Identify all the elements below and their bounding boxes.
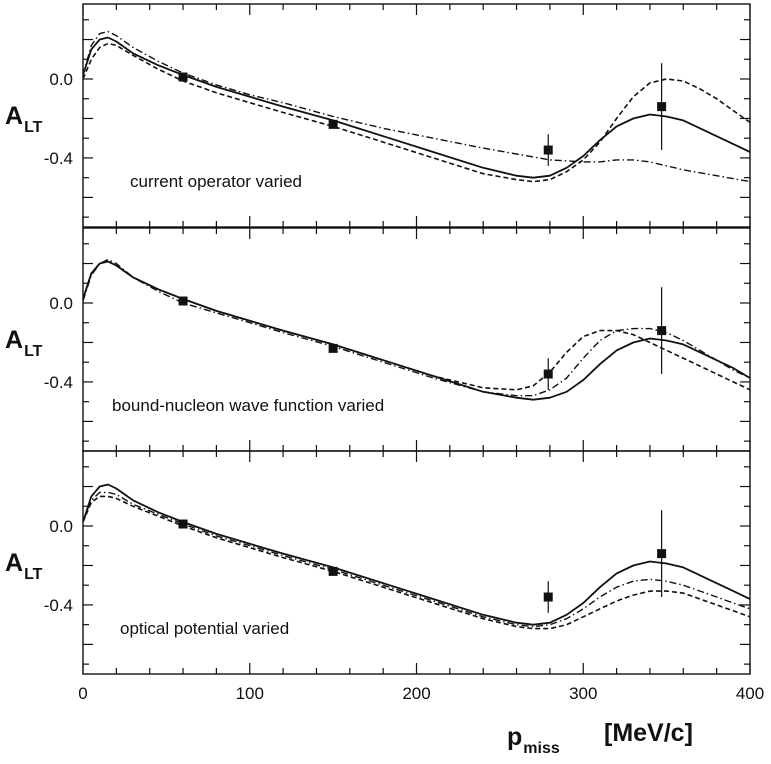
- x-axis-label-subscript: miss: [523, 740, 560, 757]
- y-axis-label: A: [5, 326, 23, 354]
- data-point: [543, 592, 553, 602]
- y-axis-label: A: [5, 549, 23, 577]
- x-tick-label: 200: [402, 684, 430, 703]
- y-tick-label: -0.4: [44, 373, 73, 392]
- x-axis: 0 100 200 300 400: [78, 684, 764, 703]
- data-point: [328, 343, 338, 353]
- series-dash-dot: [83, 258, 750, 397]
- series-dash-dot: [83, 30, 750, 183]
- data-point: [657, 102, 667, 112]
- x-axis-unit: [MeV/c]: [604, 719, 693, 747]
- y-tick-label: 0.0: [49, 294, 73, 313]
- y-axis-label-subscript: LT: [24, 119, 43, 136]
- y-tick-label: 0.0: [49, 70, 73, 89]
- y-axis-label-subscript: LT: [24, 343, 43, 360]
- series-dashed: [83, 42, 750, 183]
- y-axis-label-subscript: LT: [24, 566, 43, 583]
- x-axis-label: p: [507, 723, 522, 751]
- data-point: [178, 296, 188, 306]
- series-dashed: [83, 260, 750, 391]
- panel-annotation: optical potential varied: [120, 619, 289, 638]
- series-dashed: [83, 495, 750, 630]
- data-point: [657, 326, 667, 336]
- panel-frame: [82, 227, 751, 452]
- data-point: [328, 566, 338, 576]
- series-solid: [83, 36, 750, 179]
- panel-annotation: bound-nucleon wave function varied: [112, 396, 384, 415]
- y-tick-label: -0.4: [44, 596, 73, 615]
- data-point: [543, 369, 553, 379]
- panel-frame: [82, 450, 751, 675]
- panel-1: 0.0 -0.4 A LT current operator varied: [5, 3, 751, 228]
- series-dash-dot: [83, 491, 750, 628]
- data-point: [328, 119, 338, 129]
- y-axis-label: A: [5, 102, 23, 130]
- series-solid: [83, 483, 750, 626]
- panel-3: 0.0 -0.4 A LT optical potential varied: [5, 450, 751, 675]
- data-point: [657, 549, 667, 559]
- x-tick-label: 0: [78, 684, 87, 703]
- panel-2: 0.0 -0.4 A LT bound-nucleon wave function va…: [5, 227, 751, 452]
- series-solid: [83, 260, 750, 401]
- panel-annotation: current operator varied: [130, 172, 302, 191]
- y-tick-label: 0.0: [49, 517, 73, 536]
- x-tick-label: 100: [236, 684, 264, 703]
- data-point: [543, 145, 553, 155]
- x-tick-label: 300: [569, 684, 597, 703]
- panel-frame: [82, 3, 751, 228]
- data-point: [178, 519, 188, 529]
- data-point: [178, 72, 188, 82]
- y-tick-label: -0.4: [44, 149, 73, 168]
- x-tick-label: 400: [736, 684, 764, 703]
